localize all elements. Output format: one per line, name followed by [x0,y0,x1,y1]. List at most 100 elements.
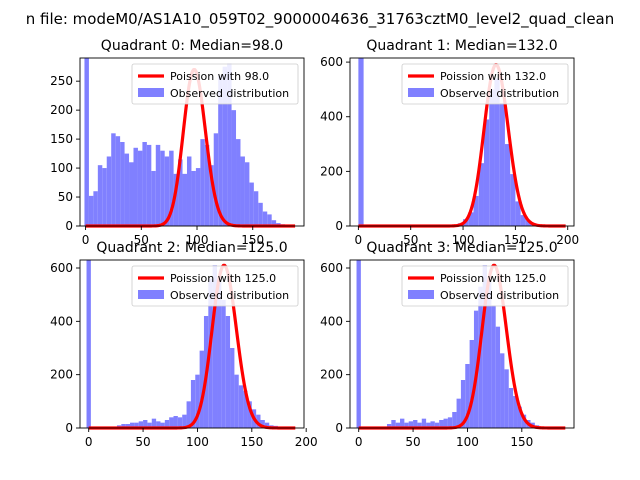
histogram-bar [177,417,183,428]
chart-title: Quadrant 3: Median=125.0 [366,240,557,256]
x-tick-label: 100 [456,435,479,449]
histogram-bar [222,66,228,226]
histogram-bar [247,401,252,428]
histogram-bar [489,89,495,226]
histogram-bar [430,421,435,428]
histogram-bar [494,78,500,226]
histogram-bar [133,147,138,226]
histogram-bar [88,195,94,226]
histogram-bar [173,173,179,226]
histogram-bar [217,278,222,428]
legend: Poission with 125.0 Observed distribution [131,265,299,307]
y-tick-label: 400 [50,314,73,328]
histogram-bar [478,163,484,226]
histogram-bar [504,369,509,428]
histogram-bar [199,350,204,428]
x-tick-label: 0 [355,233,363,247]
histogram-bar [262,211,268,226]
histogram-bar [151,170,156,226]
histogram-bar [500,353,505,428]
histogram-bar [213,133,219,226]
x-tick-label: 0 [82,233,90,247]
legend-label-observed: Observed distribution [440,289,559,302]
histogram-bar [102,168,107,226]
histogram-bar [160,422,165,428]
legend-swatch-observed [408,290,434,299]
histogram-bar [134,422,139,428]
y-tick-label: 400 [320,314,343,328]
x-tick-label: 200 [556,233,579,247]
x-tick-label: 150 [241,233,264,247]
chart-title: Quadrant 1: Median=132.0 [366,38,557,54]
histogram-bar [517,406,522,428]
x-tick-label: 100 [186,435,209,449]
histogram-bar [413,420,418,428]
x-tick-label: 50 [135,435,150,449]
histogram-bar [93,191,98,226]
x-tick-label: 150 [240,435,263,449]
histogram-bar [169,417,174,428]
histogram-bar [482,265,488,428]
histogram-bar [244,162,250,226]
y-tick-label: 0 [335,219,343,233]
histogram-bar [426,422,431,428]
histogram-bar [395,422,401,428]
legend-swatch-observed [408,88,434,97]
legend-label-poisson: Poission with 132.0 [440,70,546,83]
y-tick-label: 200 [50,368,73,382]
legend-label-observed: Observed distribution [170,289,289,302]
histogram-bar [236,139,241,226]
histogram-bar [155,144,161,226]
histogram-bar [478,286,483,428]
histogram-bar [452,412,457,428]
histogram-bar [499,103,505,226]
y-tick-label: 100 [50,161,73,175]
histogram-bar [473,195,479,226]
histogram-bar [146,144,152,226]
histogram-bar [143,420,148,428]
histogram-bar [391,420,396,428]
histogram-bar [195,168,201,226]
histogram-bar [195,374,200,428]
histogram-bar [106,156,112,226]
histogram-bar [129,162,134,226]
histogram-bar [147,422,152,428]
histogram-bar [515,201,521,226]
x-tick-label: 50 [405,435,420,449]
histogram-bar [137,150,143,226]
histogram-bar [120,142,125,226]
histogram-bar [465,364,470,428]
chart-title: Quadrant 0: Median=98.0 [101,38,283,54]
y-tick-label: 600 [50,261,73,275]
chart-panel-2: 0 50 100 150 200 0 200 400 600 Quadrant 2: Median… [50,240,318,449]
histogram-bar [243,390,248,428]
histogram-bar [238,385,244,428]
x-tick-label: 100 [186,233,209,247]
histogram-bar [182,173,187,226]
histogram-bar [487,281,492,428]
histogram-bar [169,150,174,226]
legend-label-poisson: Poission with 98.0 [170,70,269,83]
y-tick-label: 0 [65,219,73,233]
histogram-bar [513,396,518,428]
histogram-bar [271,220,277,226]
histogram-bar [124,153,130,226]
histogram-bar [460,380,466,428]
legend: Poission with 132.0 Observed distribution [401,63,569,105]
histogram-bar [447,417,453,428]
histogram-bar [264,422,270,428]
histogram-bar [469,340,474,428]
axes-frame [79,57,305,227]
histogram-bar [491,305,496,428]
histogram-bar [253,191,259,226]
histogram-bar [456,398,461,428]
figure-suptitle: n file: modeM0/AS1A10_059T02_9000004636_… [26,10,615,29]
histogram-bar [495,326,501,428]
legend-box [401,63,569,105]
histogram-bar [190,380,196,428]
histogram-bar [404,422,409,428]
y-tick-label: 0 [65,421,73,435]
histogram-bar [209,165,214,226]
histogram-bar [191,170,196,226]
